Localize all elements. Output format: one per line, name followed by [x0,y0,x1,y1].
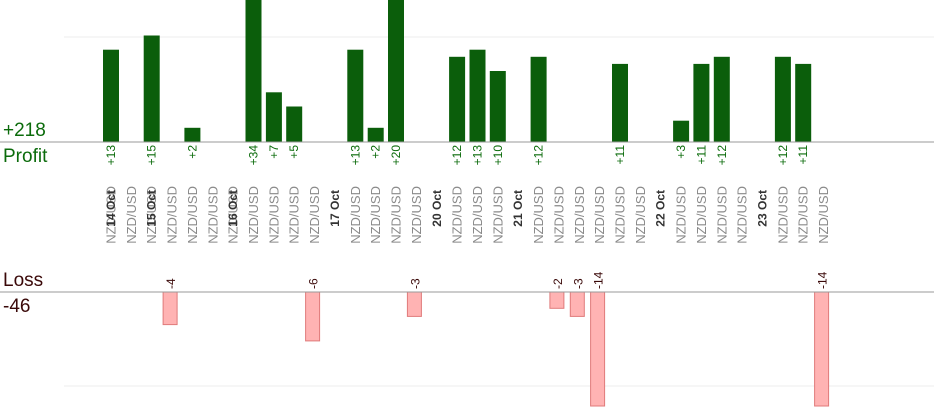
pair-label: NZD/USD [816,186,831,244]
profit-value-label: +11 [694,145,708,165]
profit-bar [693,63,710,142]
loss-bar [162,291,178,326]
profit-bar [245,0,262,142]
pair-label: NZD/USD [796,186,811,244]
profit-value-label: +15 [145,145,159,166]
loss-bar [549,291,565,309]
profit-bar [449,56,466,142]
profit-total: +218 [3,120,46,141]
date-label: 20 Oct [430,190,444,227]
profit-value-label: +13 [470,145,484,166]
profit-bar [103,49,119,143]
loss-bar [590,291,606,407]
pair-label: NZD/USD [551,186,566,244]
pair-label: NZD/USD [714,186,729,244]
loss-bar [569,291,585,317]
profit-bar [612,63,628,142]
profit-label: Profit [3,146,48,167]
loss-value-label: -14 [592,271,606,289]
profit-bar [469,49,486,143]
pair-label: NZD/USD [246,186,261,244]
profit-value-label: +10 [491,145,505,166]
profit-value-label: +3 [674,145,688,159]
pair-label: NZD/USD [307,186,322,244]
loss-bar [406,291,422,317]
loss-value-label: -4 [164,278,178,289]
pair-label: NZD/USD [694,186,709,244]
loss-total: -46 [3,296,31,317]
profit-bar [367,127,384,142]
pair-label: NZD/USD [490,186,505,244]
profit-bar [265,92,282,142]
pair-label: NZD/USD [287,186,302,244]
pair-label: NZD/USD [389,186,404,244]
pair-label: NZD/USD [613,186,628,244]
pair-label: NZD/USD [104,186,119,244]
loss-value-label: -6 [307,278,321,289]
loss-bars: -4 -6 -3 -2 -3 -14 -14 [162,271,830,407]
pair-label: NZD/USD [531,186,546,244]
profit-value-label: +13 [104,145,118,166]
profit-bar [530,56,547,142]
date-label: 22 Oct [654,190,668,227]
pair-label: NZD/USD [592,186,607,244]
profit-bar [489,71,506,142]
loss-bar [305,291,321,342]
profit-value-label: +12 [450,145,464,166]
pair-label: NZD/USD [165,186,180,244]
pair-label: NZD/USD [572,186,587,244]
date-label: 21 Oct [511,190,525,227]
pair-label: NZD/USD [185,186,200,244]
date-label: 14 Oct [104,190,118,227]
profit-value-label: +2 [185,145,199,159]
pair-label: NZD/USD [348,186,363,244]
profit-bars: +13 +15 +2 +34 +7 +5 +13 +2 +20 +12 +13 +10 +12 +11 +3… [103,0,812,166]
profit-bar [673,120,690,142]
loss-value-label: -3 [571,278,585,289]
profit-bar [143,35,160,142]
profit-value-label: +13 [348,145,362,166]
pair-label: NZD/USD [775,186,790,244]
pair-label: NZD/USD [409,186,424,244]
profit-value-label: +12 [532,145,546,166]
loss-label: Loss [3,270,44,291]
loss-value-label: -2 [551,278,565,289]
pair-label: NZD/USD [368,186,383,244]
profit-value-label: +12 [715,145,729,166]
profit-bar [713,56,730,142]
profit-bar [795,63,812,142]
pair-label: NZD/USD [633,186,648,244]
loss-value-label: -14 [816,271,830,289]
profit-bar [286,106,303,142]
profit-value-label: +11 [796,145,810,165]
profit-value-label: +34 [247,145,261,166]
date-label: 15 Oct [145,190,159,227]
date-label: 17 Oct [328,190,342,227]
pair-label: NZD/USD [674,186,689,244]
profit-value-label: +2 [369,145,383,159]
pair-label: NZD/USD [144,186,159,244]
pair-label: NZD/USD [450,186,465,244]
date-label: 16 Oct [226,190,240,227]
profit-value-label: +20 [389,145,403,166]
loss-bar [814,291,830,407]
pair-label: NZD/USD [124,186,139,244]
profit-value-label: +11 [613,145,627,165]
pair-label: NZD/USD [735,186,750,244]
profit-bar [347,49,364,143]
profit-bar [388,0,404,142]
profit-bar [184,127,201,142]
profit-bar [774,56,791,142]
pair-label: NZD/USD [266,186,281,244]
loss-value-label: -3 [408,278,422,289]
profit-value-label: +12 [776,145,790,166]
pair-label: NZD/USD [470,186,485,244]
pair-label: NZD/USD [226,186,241,244]
profit-value-label: +7 [267,145,281,159]
profit-value-label: +5 [287,145,301,159]
pair-label: NZD/USD [205,186,220,244]
date-label: 23 Oct [756,190,770,227]
